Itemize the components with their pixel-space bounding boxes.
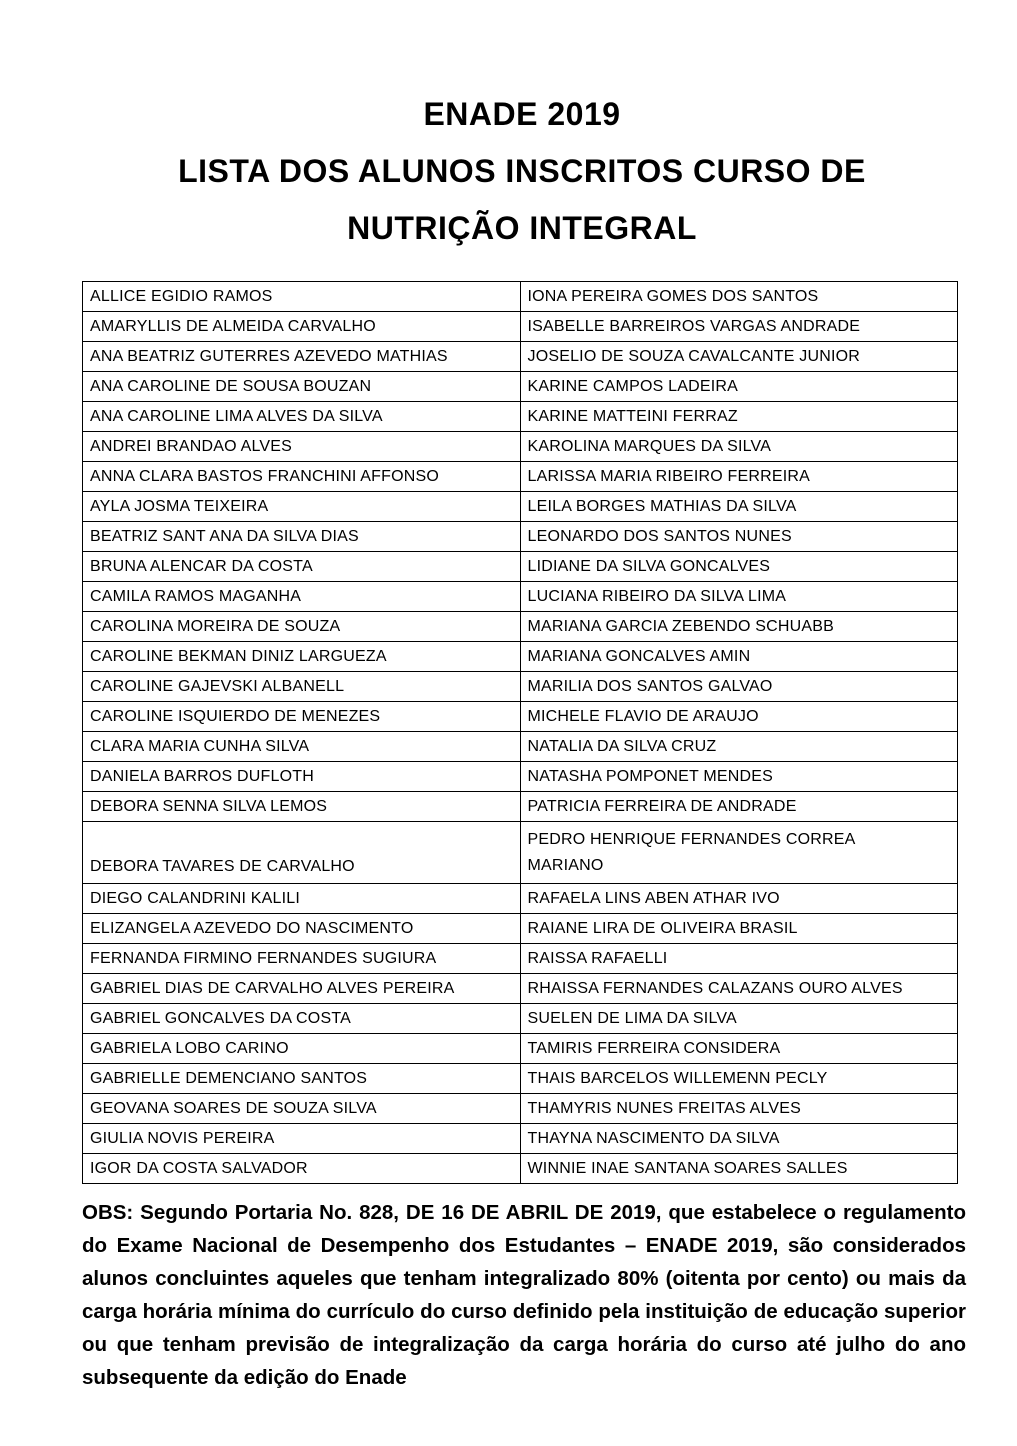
student-name-cell: GABRIEL DIAS DE CARVALHO ALVES PEREIRA bbox=[82, 973, 521, 1004]
student-name-cell: TAMIRIS FERREIRA CONSIDERA bbox=[519, 1033, 958, 1064]
student-name-cell: BRUNA ALENCAR DA COSTA bbox=[82, 551, 521, 582]
student-name-cell: ANA CAROLINE LIMA ALVES DA SILVA bbox=[82, 401, 521, 432]
student-name-cell: IGOR DA COSTA SALVADOR bbox=[82, 1153, 521, 1184]
table-row: CAMILA RAMOS MAGANHA LUCIANA RIBEIRO DA S… bbox=[82, 581, 958, 612]
student-name-cell: SUELEN DE LIMA DA SILVA bbox=[519, 1003, 958, 1034]
student-name-cell: LARISSA MARIA RIBEIRO FERREIRA bbox=[519, 461, 958, 492]
table-row: IGOR DA COSTA SALVADOR WINNIE INAE SANTAN… bbox=[82, 1153, 958, 1184]
student-name-cell: JOSELIO DE SOUZA CAVALCANTE JUNIOR bbox=[519, 341, 958, 372]
student-name-cell: ANNA CLARA BASTOS FRANCHINI AFFONSO bbox=[82, 461, 521, 492]
table-row: CAROLINE ISQUIERDO DE MENEZES MICHELE FLA… bbox=[82, 701, 958, 732]
student-name-cell: LEILA BORGES MATHIAS DA SILVA bbox=[519, 491, 958, 522]
table-row: ALLICE EGIDIO RAMOS IONA PEREIRA GOMES DO… bbox=[82, 281, 958, 312]
table-row: DIEGO CALANDRINI KALILI RAFAELA LINS ABEN… bbox=[82, 883, 958, 914]
table-row: ANA BEATRIZ GUTERRES AZEVEDO MATHIAS JOSE… bbox=[82, 341, 958, 372]
student-name-cell: GABRIEL GONCALVES DA COSTA bbox=[82, 1003, 521, 1034]
table-row: GABRIELA LOBO CARINO TAMIRIS FERREIRA CON… bbox=[82, 1033, 958, 1064]
student-name-cell: RAIANE LIRA DE OLIVEIRA BRASIL bbox=[519, 913, 958, 944]
student-name-cell: DANIELA BARROS DUFLOTH bbox=[82, 761, 521, 792]
student-name-cell: LEONARDO DOS SANTOS NUNES bbox=[519, 521, 958, 552]
observation-note: OBS: Segundo Portaria No. 828, DE 16 DE … bbox=[82, 1201, 966, 1389]
table-row: DEBORA TAVARES DE CARVALHO PEDRO HENRIQUE… bbox=[82, 821, 958, 884]
student-name-cell: NATALIA DA SILVA CRUZ bbox=[519, 731, 958, 762]
student-name-cell: MARIANA GARCIA ZEBENDO SCHUABB bbox=[519, 611, 958, 642]
student-name-cell: MARIANA GONCALVES AMIN bbox=[519, 641, 958, 672]
student-name-cell: CAROLINA MOREIRA DE SOUZA bbox=[82, 611, 521, 642]
title-line-3: NUTRIÇÃO INTEGRAL bbox=[347, 210, 697, 246]
student-name-cell: DEBORA TAVARES DE CARVALHO bbox=[82, 821, 521, 884]
student-name-cell: NATASHA POMPONET MENDES bbox=[519, 761, 958, 792]
student-name-cell: GABRIELLE DEMENCIANO SANTOS bbox=[82, 1063, 521, 1094]
student-name-cell: GEOVANA SOARES DE SOUZA SILVA bbox=[82, 1093, 521, 1124]
students-table-body: ALLICE EGIDIO RAMOS IONA PEREIRA GOMES DO… bbox=[82, 281, 958, 1184]
table-row: GABRIEL DIAS DE CARVALHO ALVES PEREIRA RH… bbox=[82, 973, 958, 1004]
student-name-cell: LUCIANA RIBEIRO DA SILVA LIMA bbox=[519, 581, 958, 612]
student-name-cell: ELIZANGELA AZEVEDO DO NASCIMENTO bbox=[82, 913, 521, 944]
student-name-cell: PATRICIA FERREIRA DE ANDRADE bbox=[519, 791, 958, 822]
student-name-cell: ISABELLE BARREIROS VARGAS ANDRADE bbox=[519, 311, 958, 342]
table-row: ANA CAROLINE DE SOUSA BOUZAN KARINE CAMPO… bbox=[82, 371, 958, 402]
table-row: BRUNA ALENCAR DA COSTA LIDIANE DA SILVA G… bbox=[82, 551, 958, 582]
student-name-cell: CAROLINE GAJEVSKI ALBANELL bbox=[82, 671, 521, 702]
student-name-cell: CLARA MARIA CUNHA SILVA bbox=[82, 731, 521, 762]
document-title: ENADE 2019 LISTA DOS ALUNOS INSCRITOS CU… bbox=[82, 86, 962, 257]
table-row: ANNA CLARA BASTOS FRANCHINI AFFONSO LARIS… bbox=[82, 461, 958, 492]
student-name-cell: FERNANDA FIRMINO FERNANDES SUGIURA bbox=[82, 943, 521, 974]
student-name-cell: THAIS BARCELOS WILLEMENN PECLY bbox=[519, 1063, 958, 1094]
table-row: FERNANDA FIRMINO FERNANDES SUGIURA RAISSA… bbox=[82, 943, 958, 974]
student-name-cell: AMARYLLIS DE ALMEIDA CARVALHO bbox=[82, 311, 521, 342]
table-row: DANIELA BARROS DUFLOTH NATASHA POMPONET M… bbox=[82, 761, 958, 792]
student-name-cell: CAMILA RAMOS MAGANHA bbox=[82, 581, 521, 612]
student-name-cell: KAROLINA MARQUES DA SILVA bbox=[519, 431, 958, 462]
table-row: GABRIELLE DEMENCIANO SANTOS THAIS BARCELO… bbox=[82, 1063, 958, 1094]
table-row: GEOVANA SOARES DE SOUZA SILVA THAMYRIS NU… bbox=[82, 1093, 958, 1124]
student-name-cell: ANA BEATRIZ GUTERRES AZEVEDO MATHIAS bbox=[82, 341, 521, 372]
student-name-cell: MARILIA DOS SANTOS GALVAO bbox=[519, 671, 958, 702]
table-row: ELIZANGELA AZEVEDO DO NASCIMENTO RAIANE L… bbox=[82, 913, 958, 944]
student-name-cell: BEATRIZ SANT ANA DA SILVA DIAS bbox=[82, 521, 521, 552]
students-table: ALLICE EGIDIO RAMOS IONA PEREIRA GOMES DO… bbox=[82, 281, 958, 1184]
table-row: AYLA JOSMA TEIXEIRA LEILA BORGES MATHIAS … bbox=[82, 491, 958, 522]
student-name-cell: CAROLINE ISQUIERDO DE MENEZES bbox=[82, 701, 521, 732]
table-row: CAROLINE GAJEVSKI ALBANELL MARILIA DOS SA… bbox=[82, 671, 958, 702]
student-name-cell: GABRIELA LOBO CARINO bbox=[82, 1033, 521, 1064]
student-name-cell: RAFAELA LINS ABEN ATHAR IVO bbox=[519, 883, 958, 914]
student-name-cell: ALLICE EGIDIO RAMOS bbox=[82, 281, 521, 312]
table-row: ANDREI BRANDAO ALVES KAROLINA MARQUES DA … bbox=[82, 431, 958, 462]
student-name-cell: RAISSA RAFAELLI bbox=[519, 943, 958, 974]
table-row: BEATRIZ SANT ANA DA SILVA DIAS LEONARDO D… bbox=[82, 521, 958, 552]
student-name-cell: WINNIE INAE SANTANA SOARES SALLES bbox=[519, 1153, 958, 1184]
student-name-cell: RHAISSA FERNANDES CALAZANS OURO ALVES bbox=[519, 973, 958, 1004]
student-name-cell: KARINE MATTEINI FERRAZ bbox=[519, 401, 958, 432]
table-row: CAROLINE BEKMAN DINIZ LARGUEZA MARIANA GO… bbox=[82, 641, 958, 672]
student-name-cell: THAYNA NASCIMENTO DA SILVA bbox=[519, 1123, 958, 1154]
title-line-2: LISTA DOS ALUNOS INSCRITOS CURSO DE bbox=[178, 153, 866, 189]
student-name-cell: LIDIANE DA SILVA GONCALVES bbox=[519, 551, 958, 582]
student-name-cell: CAROLINE BEKMAN DINIZ LARGUEZA bbox=[82, 641, 521, 672]
table-row: AMARYLLIS DE ALMEIDA CARVALHO ISABELLE BA… bbox=[82, 311, 958, 342]
title-line-1: ENADE 2019 bbox=[423, 96, 621, 132]
student-name-cell: THAMYRIS NUNES FREITAS ALVES bbox=[519, 1093, 958, 1124]
table-row: CLARA MARIA CUNHA SILVA NATALIA DA SILVA … bbox=[82, 731, 958, 762]
student-name-cell: PEDRO HENRIQUE FERNANDES CORREA MARIANO bbox=[519, 821, 958, 884]
student-name-cell: ANDREI BRANDAO ALVES bbox=[82, 431, 521, 462]
student-name-cell: DIEGO CALANDRINI KALILI bbox=[82, 883, 521, 914]
student-name-cell: KARINE CAMPOS LADEIRA bbox=[519, 371, 958, 402]
table-row: CAROLINA MOREIRA DE SOUZA MARIANA GARCIA … bbox=[82, 611, 958, 642]
table-row: GABRIEL GONCALVES DA COSTA SUELEN DE LIMA… bbox=[82, 1003, 958, 1034]
student-name-cell: IONA PEREIRA GOMES DOS SANTOS bbox=[519, 281, 958, 312]
table-row: DEBORA SENNA SILVA LEMOS PATRICIA FERREIR… bbox=[82, 791, 958, 822]
table-row: ANA CAROLINE LIMA ALVES DA SILVA KARINE M… bbox=[82, 401, 958, 432]
student-name-cell: DEBORA SENNA SILVA LEMOS bbox=[82, 791, 521, 822]
student-name-cell: GIULIA NOVIS PEREIRA bbox=[82, 1123, 521, 1154]
table-row: GIULIA NOVIS PEREIRA THAYNA NASCIMENTO DA… bbox=[82, 1123, 958, 1154]
student-name-cell: ANA CAROLINE DE SOUSA BOUZAN bbox=[82, 371, 521, 402]
student-name-cell: AYLA JOSMA TEIXEIRA bbox=[82, 491, 521, 522]
student-name-cell: MICHELE FLAVIO DE ARAUJO bbox=[519, 701, 958, 732]
